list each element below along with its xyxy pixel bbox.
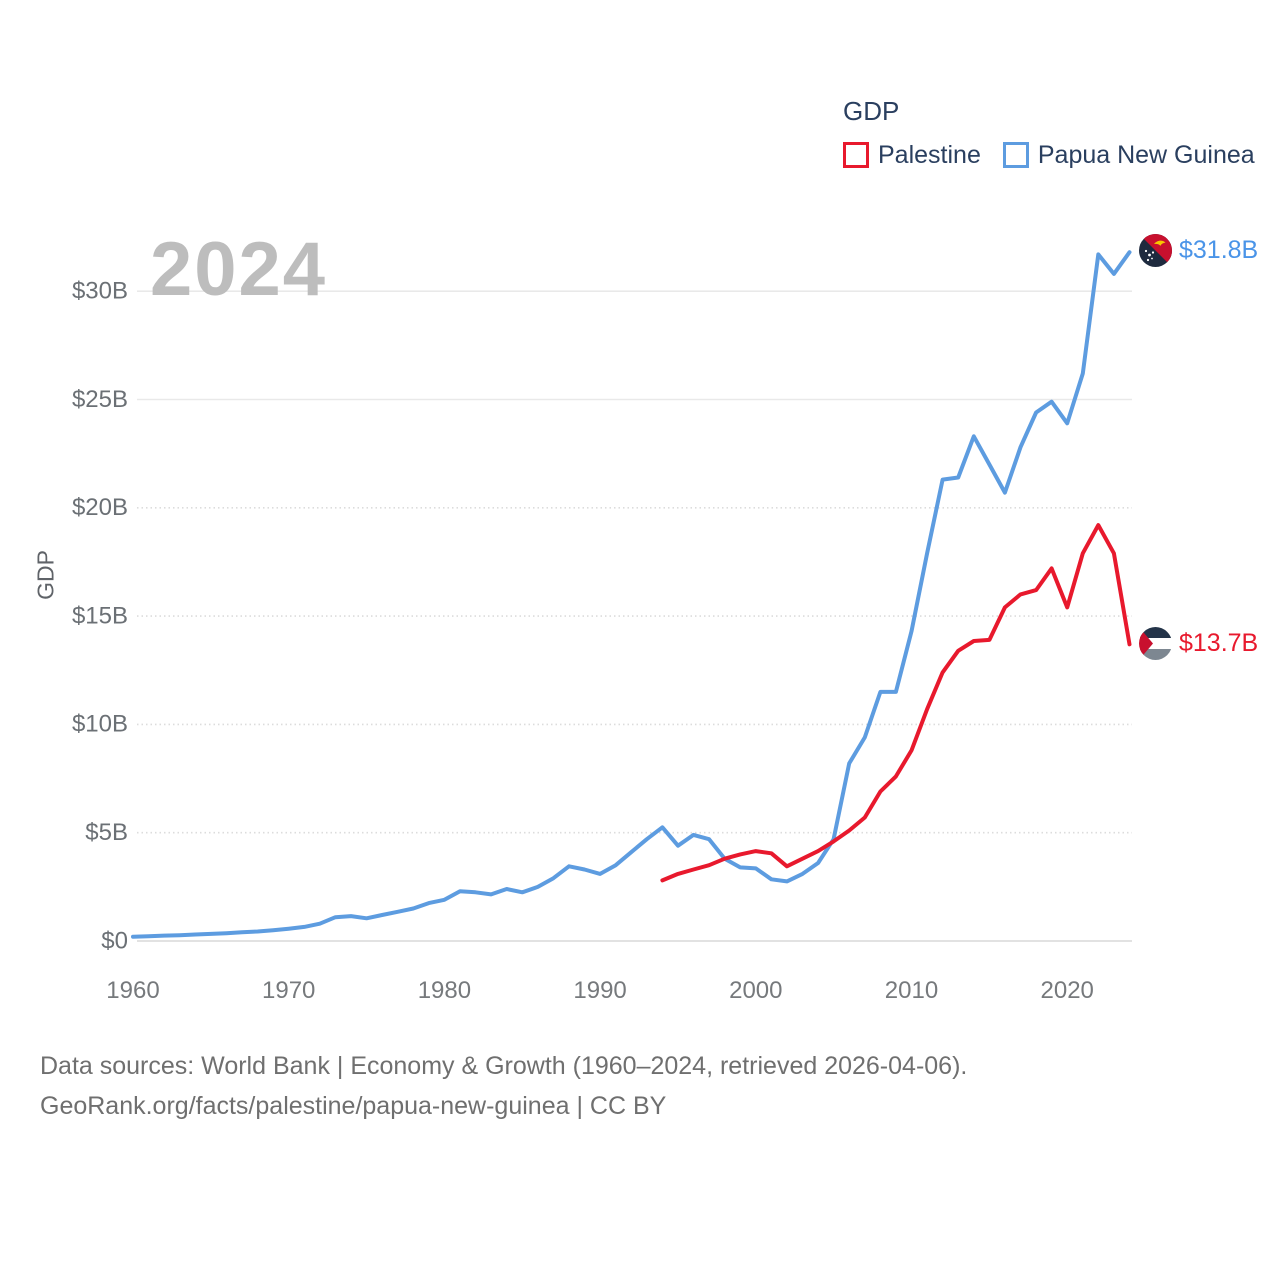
papua-new-guinea-flag-icon xyxy=(1139,234,1172,267)
palestine-flag-icon xyxy=(1139,627,1172,660)
y-tick-label-25: $25B xyxy=(72,386,128,413)
legend-item-papua-new-guinea[interactable]: Papua New Guinea xyxy=(1002,140,1255,170)
legend-title: GDP xyxy=(843,96,900,126)
end-value-papua-new-guinea: $31.8B xyxy=(1179,236,1259,264)
x-tick-label-2020: 2020 xyxy=(1041,977,1094,1004)
x-tick-label-1990: 1990 xyxy=(573,977,626,1004)
attribution-line: GeoRank.org/facts/palestine/papua-new-gu… xyxy=(40,1092,667,1120)
data-source-line: Data sources: World Bank | Economy & Gro… xyxy=(40,1052,968,1080)
x-tick-label-2010: 2010 xyxy=(885,977,938,1004)
legend-label-papua-new-guinea: Papua New Guinea xyxy=(1037,140,1255,169)
papua-new-guinea-swatch-icon xyxy=(1002,142,1029,169)
series-line-palestine xyxy=(660,523,1132,883)
legend-item-palestine[interactable]: Palestine xyxy=(843,141,981,170)
x-tick-label-1980: 1980 xyxy=(418,977,471,1004)
y-tick-label-10: $10B xyxy=(72,711,128,738)
palestine-swatch-icon xyxy=(843,142,869,169)
legend-label-palestine: Palestine xyxy=(878,140,981,169)
y-tick-label-15: $15B xyxy=(72,602,128,629)
y-axis-title: GDP xyxy=(32,550,59,600)
y-tick-label-0: $0 xyxy=(101,927,128,954)
end-value-palestine: $13.7B xyxy=(1179,629,1259,657)
y-tick-label-30: $30B xyxy=(72,278,128,305)
x-tick-label-1970: 1970 xyxy=(262,977,315,1004)
legend-items: Palestine Papua New Guinea xyxy=(843,141,1255,170)
end-label-papua-new-guinea: $31.8B xyxy=(1139,234,1258,267)
year-watermark: 2024 xyxy=(150,227,328,312)
chart-legend: GDP Palestine Papua New Guinea xyxy=(843,97,1255,170)
y-tick-label-5: $5B xyxy=(85,819,128,846)
data-source-footer: Data sources: World Bank | Economy & Gro… xyxy=(40,1046,967,1126)
x-tick-label-1960: 1960 xyxy=(106,977,159,1004)
end-label-palestine: $13.7B xyxy=(1139,627,1258,660)
series-line-papua-new-guinea xyxy=(131,250,1132,939)
y-tick-label-20: $20B xyxy=(72,494,128,521)
x-tick-label-2000: 2000 xyxy=(729,977,782,1004)
